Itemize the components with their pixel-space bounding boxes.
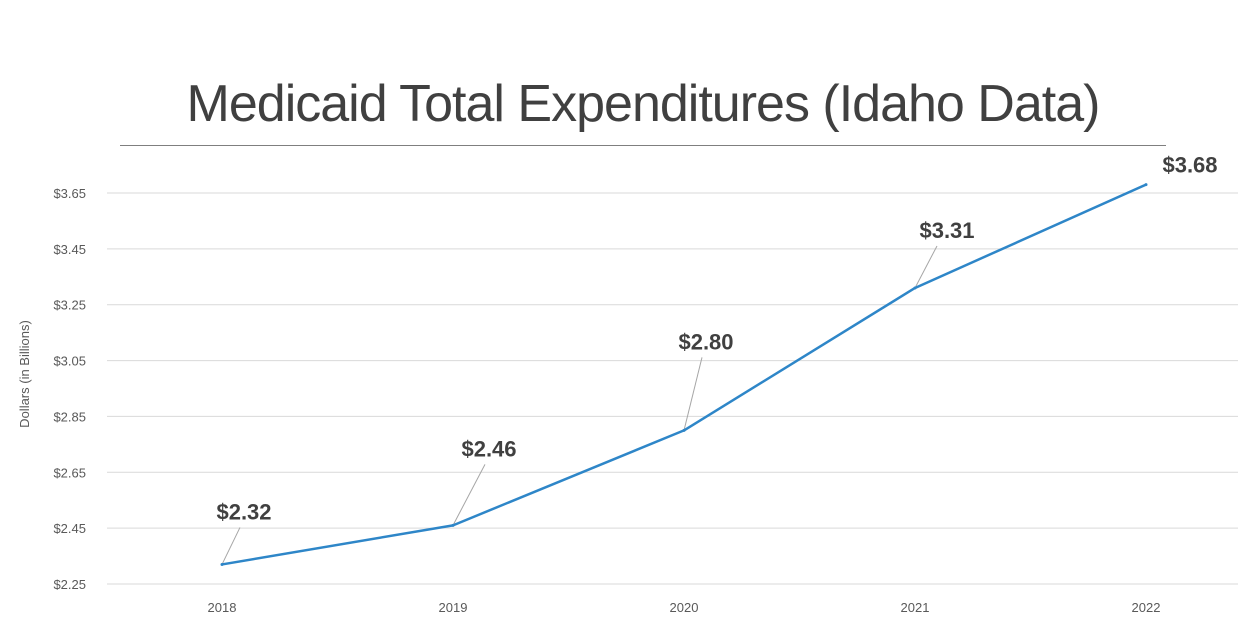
leader-line — [221, 527, 241, 565]
label-leader-lines — [221, 245, 938, 565]
y-tick-label: $2.85 — [53, 409, 86, 424]
y-tick-label: $3.05 — [53, 354, 86, 369]
data-label: $3.31 — [919, 218, 974, 243]
y-tick-label: $3.25 — [53, 298, 86, 313]
y-axis-ticks: $2.25 $2.45 $2.65 $2.85 $3.05 $3.25 $3.45 $3.65 — [53, 186, 86, 592]
y-tick-label: $3.65 — [53, 186, 86, 201]
series-line-group — [220, 183, 1148, 566]
data-label: $2.32 — [216, 499, 271, 524]
y-tick-label: $2.25 — [53, 577, 86, 592]
title-underline — [120, 145, 1166, 146]
y-tick-label: $3.45 — [53, 242, 86, 257]
data-point — [1144, 183, 1148, 187]
data-label: $3.68 — [1162, 153, 1217, 178]
data-label: $2.80 — [678, 329, 733, 354]
gridlines — [107, 192, 1238, 585]
series-line — [221, 183, 1147, 566]
data-point — [451, 523, 455, 527]
data-labels: $2.32 $2.46 $2.80 $3.31 $3.68 — [216, 153, 1217, 525]
x-tick-label: 2020 — [670, 600, 699, 615]
x-axis-ticks: 2018 2019 2020 2021 2022 — [208, 600, 1161, 615]
x-tick-label: 2021 — [901, 600, 930, 615]
x-tick-label: 2019 — [439, 600, 468, 615]
y-tick-label: $2.45 — [53, 521, 86, 536]
y-tick-label: $2.65 — [53, 465, 86, 480]
chart-title: Medicaid Total Expenditures (Idaho Data) — [186, 75, 1101, 133]
leader-line — [914, 245, 938, 289]
y-axis-label: Dollars (in Billions) — [17, 320, 32, 428]
x-tick-label: 2018 — [208, 600, 237, 615]
data-point — [682, 428, 686, 432]
x-tick-label: 2022 — [1132, 600, 1161, 615]
leader-line — [452, 464, 486, 526]
data-point — [913, 286, 917, 290]
leader-line — [683, 357, 703, 431]
data-label: $2.46 — [461, 436, 516, 461]
data-point — [220, 562, 224, 566]
